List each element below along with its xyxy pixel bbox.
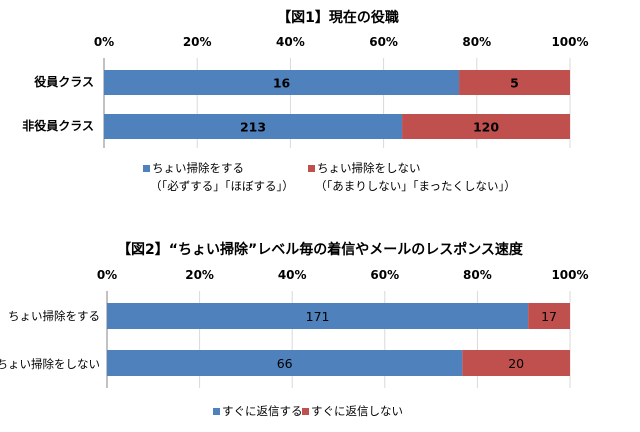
x-tick-label: 100% <box>551 268 588 282</box>
chart1-legend-label: ちょい掃除をする <box>152 161 244 175</box>
chart1-legend-swatch-red <box>308 165 315 172</box>
chart1-title: 【図1】現在の役職 <box>277 9 399 26</box>
bar-segment <box>107 350 463 376</box>
bar-segment <box>107 303 529 329</box>
chart2-title: 【図2】“ちょい掃除”レベル毎の着信やメールのレスポンス速度 <box>117 241 524 258</box>
chart1-category-label: 非役員クラス <box>22 118 94 133</box>
data-label: 16 <box>273 76 291 91</box>
chart1-legend-label: ちょい掃除をしない <box>317 161 421 175</box>
x-tick-label: 0% <box>97 268 117 282</box>
x-tick-label: 100% <box>551 35 588 49</box>
x-tick-label: 0% <box>94 35 114 49</box>
x-tick-label: 80% <box>462 35 491 49</box>
x-tick-label: 80% <box>463 268 492 282</box>
chart1-category-label: 役員クラス <box>34 74 94 89</box>
bar-segment <box>459 70 570 95</box>
chart1-x-ticks: 0% 20% 40% 60% 80% 100% <box>94 35 589 49</box>
x-tick-label: 40% <box>278 268 307 282</box>
x-tick-label: 20% <box>185 268 214 282</box>
data-label: 213 <box>240 120 266 135</box>
chart1-legend-sublabel: （「あまりしない」「まったくしない」） <box>315 179 516 193</box>
data-label: 120 <box>473 120 499 135</box>
chart2-category-label: ちょい掃除をする <box>8 309 100 323</box>
data-label: 66 <box>277 356 293 371</box>
data-label: 5 <box>510 76 519 91</box>
chart2-legend-swatch-red <box>302 408 309 415</box>
bar-segment <box>104 114 403 139</box>
chart1-bars: 16 5 213 120 <box>104 70 570 139</box>
bar-segment <box>528 303 570 329</box>
bar-segment <box>402 114 570 139</box>
x-tick-label: 20% <box>183 35 212 49</box>
bar-segment <box>462 350 570 376</box>
chart1-legend-sublabel: （「必ずする」「ほぼする」） <box>150 179 294 193</box>
bar-segment <box>104 70 460 95</box>
x-tick-label: 60% <box>369 35 398 49</box>
chart2-legend-swatch-blue <box>213 408 220 415</box>
chart2-legend-label: すぐに返信しない <box>311 404 403 418</box>
data-label: 171 <box>306 309 330 324</box>
chart2-x-ticks: 0% 20% 40% 60% 80% 100% <box>97 268 589 282</box>
chart2-bars: 171 17 66 20 <box>107 303 570 376</box>
x-tick-label: 40% <box>276 35 305 49</box>
data-label: 20 <box>508 356 524 371</box>
chart2-legend-label: すぐに返信する <box>222 404 303 418</box>
chart1-legend-swatch-blue <box>143 165 150 172</box>
chart2-category-label: ちょい掃除をしない <box>0 357 100 371</box>
x-tick-label: 60% <box>370 268 399 282</box>
data-label: 17 <box>541 309 557 324</box>
